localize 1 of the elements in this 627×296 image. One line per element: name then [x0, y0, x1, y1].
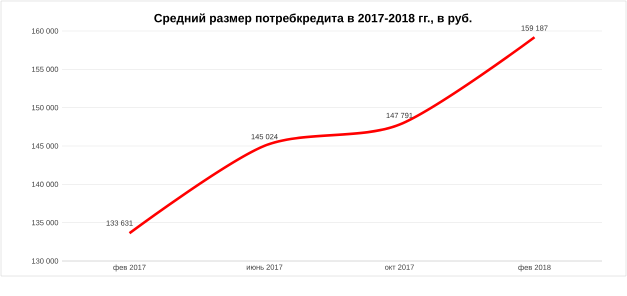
chart-title: Средний размер потребкредита в 2017-2018 гг., в руб. [154, 13, 472, 25]
